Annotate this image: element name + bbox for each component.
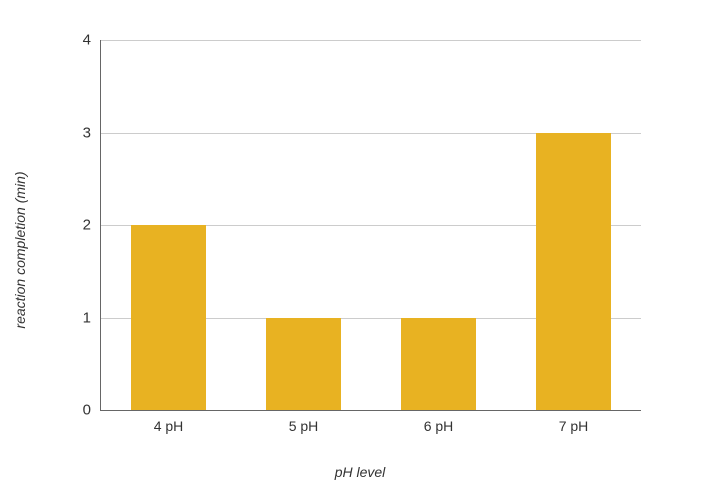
bar [536,133,610,411]
y-tick-label: 2 [83,217,101,234]
plot-area: 012344 pH5 pH6 pH7 pH [100,40,641,411]
bar-chart: reaction completion (min) 012344 pH5 pH6… [60,30,660,470]
bar [401,318,475,411]
y-tick-label: 4 [83,32,101,49]
x-tick-label: 4 pH [154,410,184,434]
bar [131,225,205,410]
bar [266,318,340,411]
x-tick-label: 7 pH [559,410,589,434]
y-tick-label: 0 [83,402,101,419]
x-tick-label: 5 pH [289,410,319,434]
y-tick-label: 3 [83,124,101,141]
x-tick-label: 6 pH [424,410,454,434]
y-axis-label: reaction completion (min) [12,171,28,328]
gridline [101,40,641,41]
y-tick-label: 1 [83,309,101,326]
x-axis-label: pH level [335,464,386,480]
